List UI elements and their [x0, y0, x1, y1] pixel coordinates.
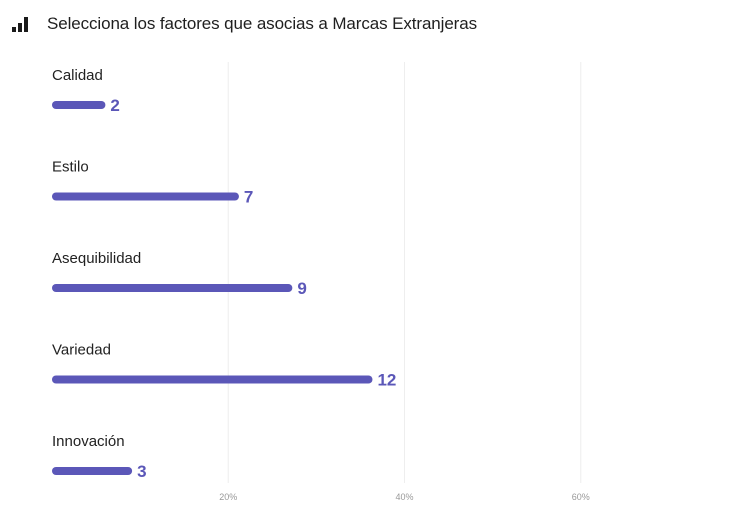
category-label: Asequibilidad	[52, 250, 141, 267]
question-header: Selecciona los factores que asocias a Ma…	[12, 12, 477, 36]
data-label: 3	[137, 462, 146, 481]
x-tick-label: 20%	[219, 492, 237, 502]
category-label: Estilo	[52, 159, 89, 176]
category-label: Calidad	[52, 67, 103, 84]
x-tick-label: 40%	[395, 492, 413, 502]
data-label: 2	[110, 96, 119, 115]
bar-chart-icon	[12, 16, 30, 32]
x-tick-label: 60%	[572, 492, 590, 502]
data-label: 9	[297, 279, 306, 298]
category-label: Variedad	[52, 342, 111, 359]
category-label: Innovación	[52, 433, 125, 450]
data-label: 7	[244, 188, 253, 207]
data-label: 12	[377, 371, 396, 390]
question-title: Selecciona los factores que asocias a Ma…	[47, 14, 478, 33]
